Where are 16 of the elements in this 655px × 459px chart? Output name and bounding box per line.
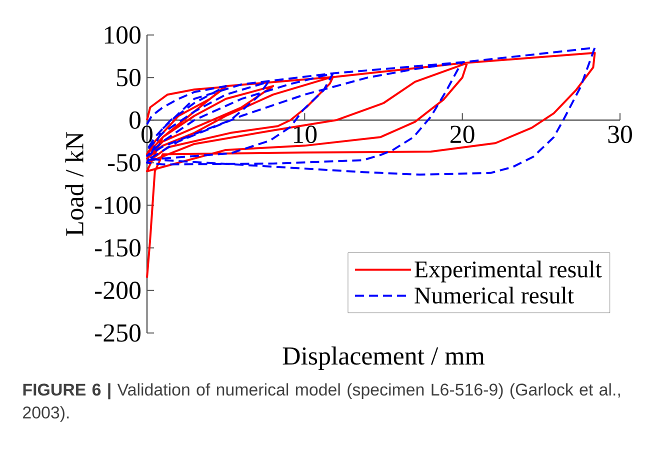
- y-tick-label: -200: [94, 282, 140, 300]
- y-tick-label: -50: [108, 154, 140, 172]
- x-tick-label: 20: [450, 126, 474, 144]
- text: FIGURE 6 | Validation of numerical model (specimen L6-516-9) (Garlock et al., 2003).: [23, 383, 620, 422]
- y-tick-label: -100: [94, 196, 140, 214]
- y-tick-label: -150: [94, 239, 140, 257]
- y-tick-label: -250: [94, 324, 140, 342]
- y-axis-title: Load / kN: [65, 132, 84, 236]
- y-tick-label: 0: [130, 111, 140, 129]
- legend-label: Numerical result: [414, 286, 574, 304]
- y-tick-label: 50: [117, 68, 140, 86]
- x-tick-label: 30: [608, 126, 632, 144]
- legend-label: Experimental result: [414, 260, 602, 282]
- x-tick-label: 10: [294, 126, 317, 144]
- x-axis-title: Displacement / mm: [282, 346, 485, 370]
- y-tick-label: 100: [104, 26, 140, 44]
